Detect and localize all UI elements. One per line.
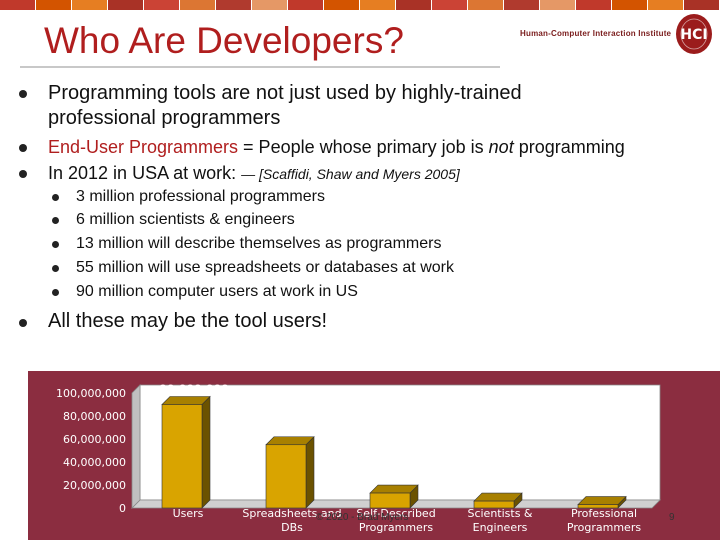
sub-bullet-dot bbox=[52, 289, 59, 296]
bar-top bbox=[577, 496, 627, 505]
bar-top bbox=[265, 436, 315, 446]
bullet-3: In 2012 in USA at work: — [Scaffidi, Sha… bbox=[48, 161, 460, 186]
top-bar-segment bbox=[396, 0, 432, 10]
page-title: Who Are Developers? bbox=[44, 20, 404, 61]
bar bbox=[265, 444, 307, 509]
bar bbox=[473, 500, 515, 509]
data-label: 90,000,000 bbox=[159, 383, 229, 396]
citation: — [Scaffidi, Shaw and Myers 2005] bbox=[241, 166, 460, 182]
y-tick-label: 80,000,000 bbox=[63, 410, 126, 423]
title-divider bbox=[20, 66, 500, 68]
hci-logo: HCI bbox=[676, 14, 712, 54]
bar-side bbox=[305, 436, 315, 509]
footer-copyright: © 2020 - Brad Myers bbox=[316, 512, 409, 523]
sub-bullet-dot bbox=[52, 194, 59, 201]
y-tick-label: 40,000,000 bbox=[63, 456, 126, 469]
top-bar-segment bbox=[0, 0, 36, 10]
sub-bullet: 6 million scientists & engineers bbox=[76, 211, 295, 228]
bar bbox=[577, 504, 619, 509]
top-bar-segment bbox=[144, 0, 180, 10]
top-bar-segment bbox=[360, 0, 396, 10]
page-number: 9 bbox=[669, 512, 675, 523]
sub-bullet: 3 million professional programmers bbox=[76, 188, 325, 205]
category-label: Users bbox=[173, 507, 204, 520]
top-bar-segment bbox=[432, 0, 468, 10]
top-bar-segment bbox=[288, 0, 324, 10]
bar bbox=[161, 404, 203, 509]
top-bar-segment bbox=[648, 0, 684, 10]
y-tick-label: 60,000,000 bbox=[63, 433, 126, 446]
bar-top bbox=[473, 492, 523, 502]
category-label: Spreadsheets and bbox=[242, 507, 341, 520]
bullet-dot bbox=[19, 170, 27, 178]
end-user-term: End-User Programmers bbox=[48, 137, 239, 157]
bullet-dot bbox=[19, 144, 27, 152]
category-label: Scientists & bbox=[467, 507, 532, 520]
top-bar-segment bbox=[36, 0, 72, 10]
bullet-1-line-1: Programming tools are not just used by h… bbox=[48, 82, 522, 104]
data-label: 55,000,000 bbox=[263, 423, 333, 436]
data-label: 6,000,000 bbox=[475, 479, 537, 492]
sub-bullet: 55 million will use spreadsheets or data… bbox=[76, 259, 454, 276]
top-bar-segment bbox=[576, 0, 612, 10]
category-label: Self-Described bbox=[356, 507, 435, 520]
category-label: Professional bbox=[571, 507, 637, 520]
sub-bullet: 13 million will describe themselves as p… bbox=[76, 235, 442, 252]
data-label: 3,000,000 bbox=[579, 483, 641, 496]
bullet-dot bbox=[19, 90, 27, 98]
category-label: Programmers bbox=[567, 521, 641, 534]
y-tick-label: 20,000,000 bbox=[63, 479, 126, 492]
bar-top bbox=[369, 484, 419, 494]
sub-bullet-dot bbox=[52, 217, 59, 224]
top-bar-segment bbox=[216, 0, 252, 10]
institute-name: Human-Computer Interaction Institute bbox=[520, 29, 672, 38]
top-bar-segment bbox=[324, 0, 360, 10]
top-color-bar bbox=[0, 0, 720, 10]
top-bar-segment bbox=[252, 0, 288, 10]
category-label: Programmers bbox=[359, 521, 433, 534]
top-bar-segment bbox=[540, 0, 576, 10]
chart-left-margin bbox=[0, 371, 28, 540]
bullet-2-emphasis: not bbox=[488, 137, 514, 157]
bullet-2-text: = People whose primary job is bbox=[238, 137, 489, 157]
sub-bullet-dot bbox=[52, 265, 59, 272]
bar-top bbox=[161, 396, 211, 405]
top-bar-segment bbox=[72, 0, 108, 10]
top-bar-segment bbox=[108, 0, 144, 10]
bar-side bbox=[201, 395, 211, 509]
logo-lettering: HCI bbox=[680, 27, 707, 43]
bullet-2: End-User Programmers = People whose prim… bbox=[48, 135, 625, 159]
top-bar-segment bbox=[612, 0, 648, 10]
category-label: DBs bbox=[281, 521, 303, 534]
sub-bullet-dot bbox=[52, 241, 59, 248]
sub-bullet: 90 million computer users at work in US bbox=[76, 283, 358, 300]
category-label: Engineers bbox=[473, 521, 528, 534]
data-label: 13,000,000 bbox=[367, 471, 437, 484]
top-bar-segment bbox=[180, 0, 216, 10]
top-bar-segment bbox=[504, 0, 540, 10]
bullet-4: All these may be the tool users! bbox=[48, 310, 328, 332]
y-tick-label: 100,000,000 bbox=[56, 387, 126, 400]
y-tick-label: 0 bbox=[119, 502, 126, 515]
bullet-3-text: In 2012 in USA at work: bbox=[48, 163, 242, 183]
bullet-1-line-2: professional programmers bbox=[48, 107, 281, 129]
bullet-2-end: programming bbox=[513, 137, 625, 157]
plot-side-wall bbox=[131, 384, 141, 509]
top-bar-segment bbox=[468, 0, 504, 10]
bullet-dot bbox=[19, 319, 27, 327]
bar bbox=[369, 492, 411, 509]
